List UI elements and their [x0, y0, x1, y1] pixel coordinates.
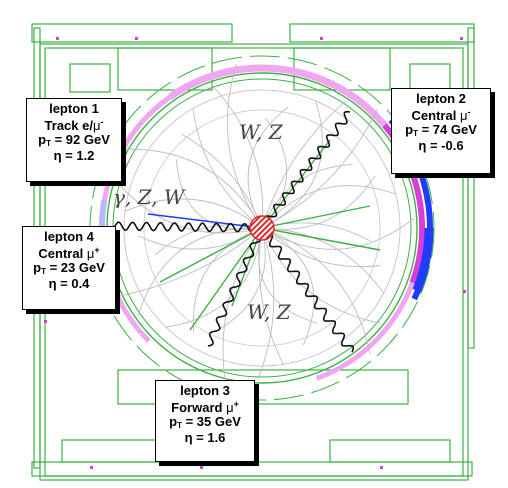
lepton-2-type-prefix: Central: [411, 107, 460, 123]
lepton-1-type-symbol: μ: [92, 117, 101, 133]
boson-line-left: [107, 221, 263, 233]
lepton-4-type-prefix: Central: [38, 245, 87, 261]
lepton-1-type-prefix: Track e/: [44, 117, 93, 133]
lepton-2-eta: η = -0.6: [418, 138, 464, 154]
boson-label-top: W, Z: [239, 120, 283, 144]
track-14: [111, 227, 263, 298]
lepton-2-type: Central μ-: [396, 107, 486, 124]
lepton-2-pt: pT = 74 GeV: [396, 122, 486, 139]
lepton-4-pt-symbol: p: [33, 260, 42, 276]
highlight-track-5: [261, 227, 381, 251]
track-32: [261, 185, 396, 229]
lepton-2-type-symbol: μ: [459, 107, 468, 123]
lepton-3-eta: η = 1.6: [184, 430, 226, 446]
lepton-1-title: lepton 1: [49, 101, 99, 116]
calorimeter-arcs: [99, 64, 434, 381]
track-7: [258, 227, 284, 365]
lepton-3-pt: pT = 35 GeV: [160, 414, 250, 431]
boson-line-upper-right: [261, 110, 351, 230]
lepton-1-pt-value: = 92 GeV: [50, 132, 110, 148]
track-22: [192, 108, 263, 229]
track-19: [115, 148, 263, 229]
highlight-track-3: [261, 205, 371, 229]
track-8: [257, 227, 275, 381]
track-1: [261, 227, 381, 268]
track-31: [261, 175, 375, 230]
boson-line-lower: [207, 227, 263, 347]
lepton-3-type-prefix: Forward: [171, 399, 227, 415]
track-20: [175, 159, 263, 230]
lepton-3-type: Forward μ+: [160, 399, 250, 416]
track-23: [210, 84, 264, 229]
track-6: [261, 227, 315, 346]
lepton-1-pt-sub: T: [46, 139, 51, 149]
lepton-2-title: lepton 2: [416, 91, 466, 106]
lepton-3-type-sup: +: [233, 398, 239, 409]
lepton-1-type-sup: -: [100, 116, 104, 127]
lepton-1-eta: η = 1.2: [53, 148, 95, 164]
lepton-1-pt-symbol: p: [38, 132, 47, 148]
boson-line-lower-right: [259, 227, 355, 353]
lepton-2-pt-symbol: p: [405, 122, 414, 138]
track-29: [261, 108, 378, 229]
track-21: [180, 133, 263, 229]
track-10: [218, 227, 266, 330]
track-4: [261, 227, 371, 355]
lepton-3-pt-symbol: p: [169, 414, 178, 430]
lepton-3-box: lepton 3 Forward μ+ pT = 35 GeV η = 1.6: [155, 380, 255, 462]
track-24: [226, 63, 263, 229]
track-28: [261, 100, 347, 229]
lepton-4-type: Central μ+: [27, 245, 111, 262]
highlight-track-4: [261, 139, 331, 229]
lepton-3-title: lepton 3: [180, 383, 230, 398]
lepton-1-type: Track e/μ-: [31, 117, 117, 134]
boson-lines: [107, 110, 355, 353]
lepton-1-box: lepton 1 Track e/μ- pT = 92 GeV η = 1.2: [26, 98, 122, 182]
lepton-2-pt-value: = 74 GeV: [417, 122, 477, 138]
highlight-track-1: [159, 227, 263, 283]
interaction-vertex: [249, 215, 275, 241]
lepton-4-pt-value: = 23 GeV: [45, 260, 105, 276]
lepton-1-pt: pT = 92 GeV: [31, 132, 117, 149]
track-33: [261, 218, 414, 250]
track-27: [261, 100, 323, 229]
lepton-2-type-sup: -: [467, 106, 471, 117]
lepton-4-pt-sub: T: [41, 267, 46, 277]
boson-label-left: γ, Z, W: [113, 185, 185, 209]
track-18: [116, 181, 263, 234]
boson-label-bottom: W, Z: [247, 300, 291, 324]
lepton-4-pt: pT = 23 GeV: [27, 260, 111, 277]
lepton-4-type-symbol: μ: [86, 245, 95, 261]
lepton-2-pt-sub: T: [413, 129, 418, 139]
lepton-3-pt-value: = 35 GeV: [181, 414, 241, 430]
calorimeter-arc-6: [412, 227, 434, 293]
track-26: [247, 106, 289, 229]
track-11: [192, 227, 263, 332]
calorimeter-arc-3: [315, 281, 415, 381]
lepton-4-title: lepton 4: [44, 229, 94, 244]
lepton-3-type-symbol: μ: [226, 399, 234, 415]
lepton-4-eta: η = 0.4: [48, 276, 90, 292]
calorimeter-arc-0: [168, 64, 388, 128]
lepton-4-type-sup: +: [94, 244, 100, 255]
track-bundle: [111, 63, 414, 391]
lepton-4-box: lepton 4 Central μ+ pT = 23 GeV η = 0.4: [22, 226, 116, 310]
lepton-3-pt-sub: T: [177, 421, 182, 431]
lepton-2-box: lepton 2 Central μ- pT = 74 GeV η = -0.6: [391, 88, 491, 174]
